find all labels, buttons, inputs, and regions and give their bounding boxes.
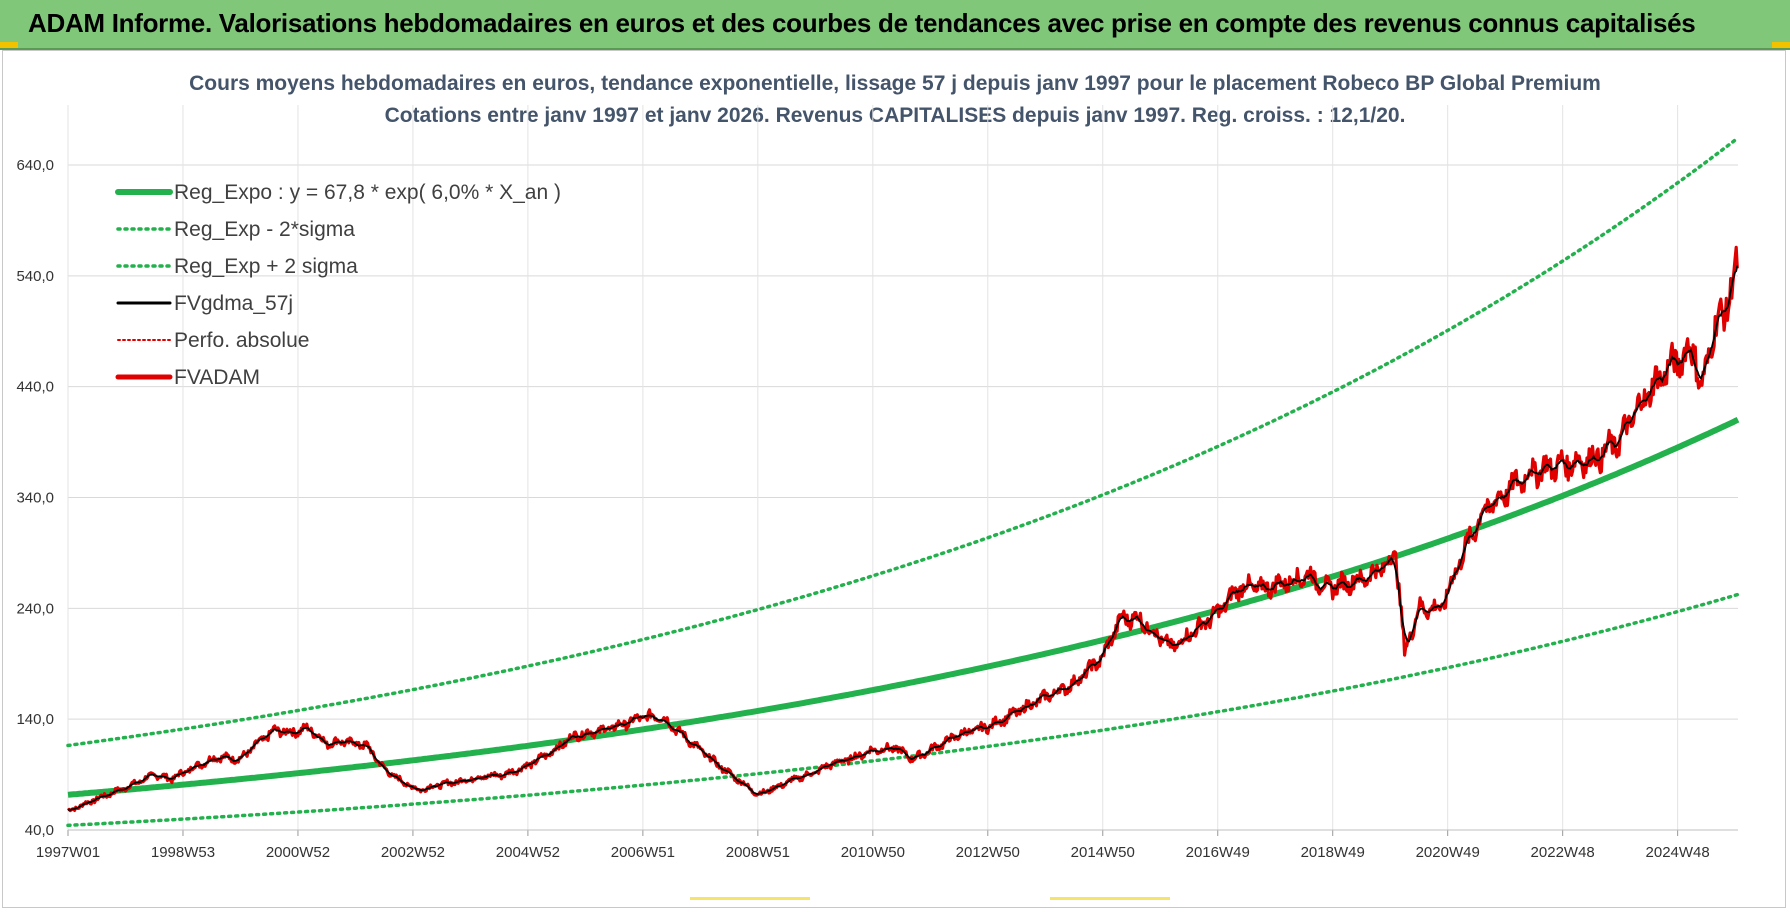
decorative-underline	[1050, 897, 1170, 900]
x-tick-label: 2002W52	[381, 844, 445, 861]
x-tick-label: 2016W49	[1186, 844, 1250, 861]
legend-label: Reg_Exp + 2 sigma	[174, 255, 358, 278]
legend: Reg_Expo : y = 67,8 * exp( 6,0% * X_an )…	[115, 181, 561, 389]
x-tick-label: 2024W48	[1646, 844, 1710, 861]
x-tick-label: 2022W48	[1531, 844, 1595, 861]
x-tick-label: 2006W51	[611, 844, 675, 861]
series-reg-minus-2sigma	[66, 592, 1740, 828]
x-tick-label: 2012W50	[956, 844, 1020, 861]
series-reg-expo	[67, 416, 1740, 798]
x-tick-label: 2000W52	[266, 844, 330, 861]
banner: ADAM Informe. Valorisations hebdomadaire…	[0, 0, 1790, 50]
y-tick-label: 640,0	[16, 157, 54, 174]
y-axis: 40,0 140,0 240,0 340,0 440,0 540,0 640,0	[16, 157, 54, 839]
x-tick-label: 2014W50	[1071, 844, 1135, 861]
series-lines	[66, 136, 1740, 828]
x-tick-label: 2010W50	[841, 844, 905, 861]
x-tick-label: 1998W53	[151, 844, 215, 861]
legend-label: FVADAM	[174, 366, 260, 389]
x-tick-label: 2004W52	[496, 844, 560, 861]
corner-mark-right	[1772, 42, 1790, 48]
series-reg-plus-2sigma	[66, 136, 1740, 748]
series-perfo-absolue	[67, 247, 1738, 812]
x-tick-label: 2018W49	[1301, 844, 1365, 861]
legend-label: Reg_Exp - 2*sigma	[174, 218, 355, 241]
legend-label: Perfo. absolue	[174, 329, 309, 352]
x-tick-label: 2020W49	[1416, 844, 1480, 861]
y-tick-label: 40,0	[25, 822, 54, 839]
x-tick-label: 2008W51	[726, 844, 790, 861]
y-tick-label: 540,0	[16, 268, 54, 285]
y-tick-label: 140,0	[16, 711, 54, 728]
grid-lines	[67, 105, 1738, 831]
legend-label: FVgdma_57j	[174, 292, 293, 315]
decorative-underline	[690, 897, 810, 900]
chart-title-line2: Cotations entre janv 1997 et janv 2026. …	[384, 104, 1406, 127]
x-tick-label: 1997W01	[36, 844, 100, 861]
series-fvadam	[66, 245, 1739, 813]
y-tick-label: 240,0	[16, 600, 54, 617]
y-tick-label: 440,0	[16, 379, 54, 396]
legend-label: Reg_Expo : y = 67,8 * exp( 6,0% * X_an )	[174, 181, 561, 204]
chart-title-line1: Cours moyens hebdomadaires en euros, ten…	[189, 72, 1601, 95]
corner-mark-left	[0, 42, 18, 48]
y-tick-label: 340,0	[16, 490, 54, 507]
chart-frame	[2, 50, 1786, 908]
banner-title: ADAM Informe. Valorisations hebdomadaire…	[28, 8, 1696, 38]
series-fvgdma-57j	[67, 265, 1739, 811]
x-axis: 1997W01 1998W53 2000W52 2002W52 2004W52 2006W…	[36, 829, 1738, 861]
